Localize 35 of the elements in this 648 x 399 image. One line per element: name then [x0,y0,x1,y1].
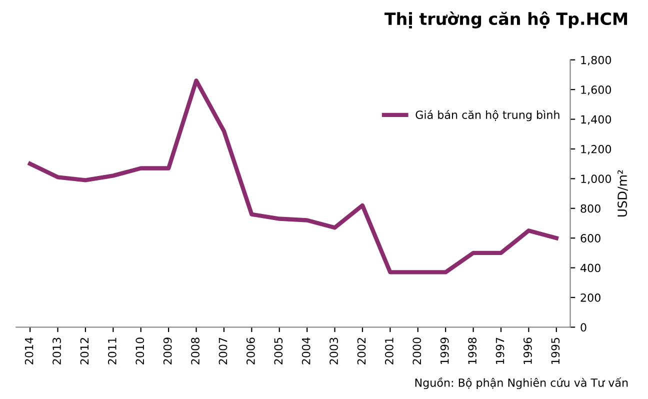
y-tick-label: 1,800 [581,56,612,66]
y-tick-label: 0 [580,323,586,332]
x-tick-label: 2006 [246,338,255,364]
x-tick-label: 2013 [52,338,61,364]
x-tick-label: 1997 [496,338,504,364]
x-tick-label: 2010 [136,338,144,364]
x-tick-label: 2001 [384,338,394,364]
x-tick-label: 2007 [218,338,228,364]
x-tick-label: 1996 [524,338,532,364]
x-tick-label: 2002 [357,338,366,364]
text: Nguồn: Bộ phận Nghiên cứu và Tư vấn [415,377,628,390]
y-tick-label: 1,600 [581,86,612,96]
x-tick-label: 2011 [108,338,116,364]
y-tick-label: 600 [580,234,600,242]
y-tick-label: 400 [580,264,600,272]
x-tick-label: 1999 [440,338,449,364]
x-tick-label: 2000 [412,338,422,364]
x-tick-label: 2009 [163,338,172,364]
line-series [28,78,558,274]
legend-label: Giá bán căn hộ trung bình [416,110,560,122]
x-tick-label: 2005 [274,338,283,364]
y-tick-label: 1,400 [581,115,612,125]
x-tick-label: 1995 [551,338,560,364]
x-tick-label: 1998 [468,338,477,364]
x-tick-label: 2003 [330,338,338,364]
y-tick-label: 800 [580,204,600,213]
y-axis-title: USD/m² [618,170,628,216]
y-tick-label: 1,000 [581,174,612,184]
x-tick-label: 2014 [24,338,34,364]
y-tick-label: 200 [580,293,600,302]
x-tick-label: 2004 [302,338,310,364]
y-tick-label: 1,200 [581,144,612,154]
x-tick-label: 2008 [191,338,200,364]
x-tick-label: 2012 [80,338,89,364]
chart-title: Thị trường căn hộ Tp.HCM [384,11,628,28]
